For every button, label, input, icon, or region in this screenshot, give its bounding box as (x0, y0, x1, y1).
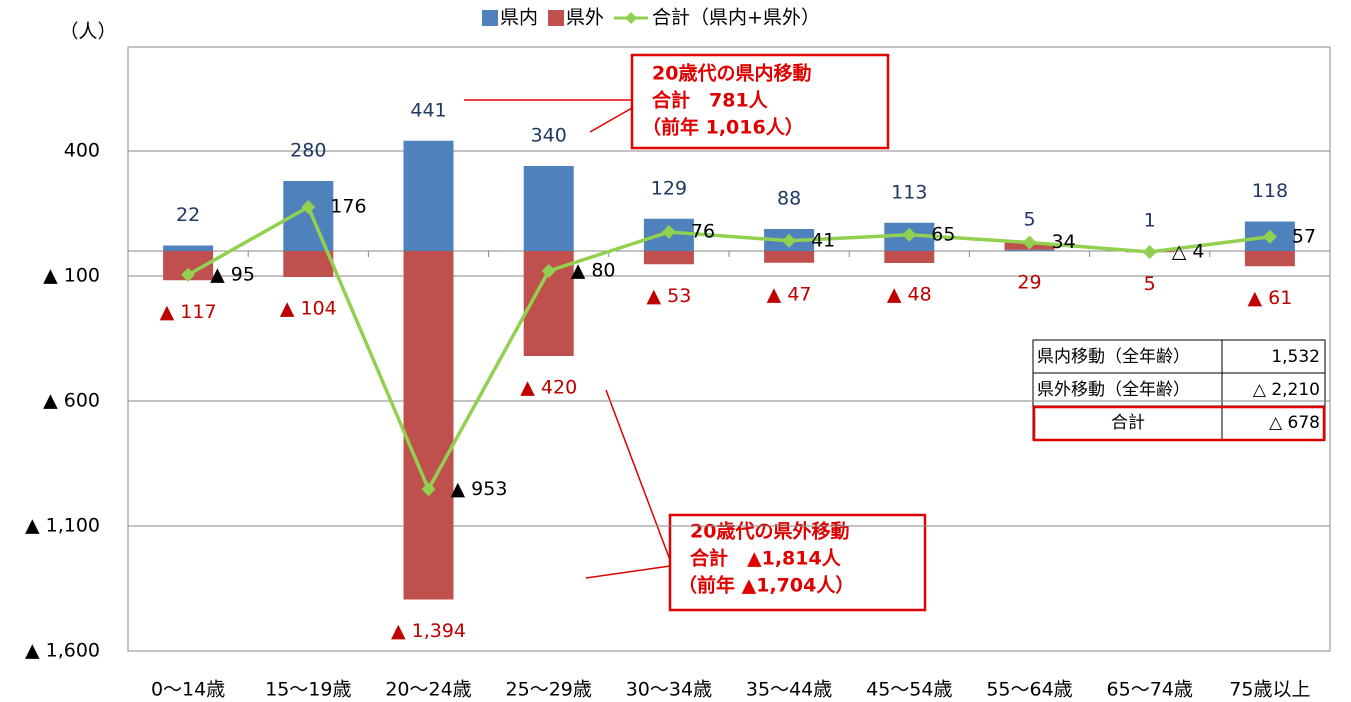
y-tick-label: ▲ 1,100 (25, 515, 100, 537)
bar (403, 251, 454, 600)
annotation: 合計 ▲1,814人 (690, 547, 842, 570)
bar (283, 251, 334, 277)
marker (1022, 235, 1037, 250)
legend-label: 県外 (566, 7, 604, 29)
bar (523, 166, 574, 251)
value-label: 5 (1144, 273, 1156, 295)
annotation: 20歳代の県内移動 (652, 62, 811, 85)
value-label: 118 (1252, 180, 1288, 202)
line (187, 204, 1271, 494)
marker (301, 200, 316, 214)
summary-table (1032, 339, 1326, 442)
value-label: 88 (777, 188, 801, 210)
x-tick-label: 15〜19歳 (265, 679, 351, 701)
legend-label: 県内 (500, 7, 538, 29)
table-cell: △ 678 (1269, 413, 1320, 433)
x-tick-label: 75歳以上 (1229, 679, 1310, 701)
value-label: ▲ 117 (160, 301, 217, 323)
value-label: ▲ 1,394 (391, 620, 466, 642)
value-label: 113 (891, 181, 927, 203)
y-tick-label: 400 (64, 140, 100, 162)
x-tick-label: 25〜29歳 (506, 679, 592, 701)
value-label: ▲ 48 (887, 284, 932, 306)
legend-swatch (625, 12, 638, 24)
annotation: （前年 ▲1,704人） (678, 574, 854, 597)
value-label: 280 (290, 140, 326, 162)
marker (541, 264, 556, 278)
table-cell: 1,532 (1271, 347, 1320, 367)
x-tick-label: 30〜34歳 (626, 679, 712, 701)
table-cell: 県内移動（全年齢） (1037, 347, 1190, 367)
value-label: 176 (330, 196, 366, 218)
value-label: 65 (931, 223, 955, 245)
marker (421, 482, 436, 497)
y-axis-label: （人） (59, 21, 116, 43)
y-tick-label: ▲ 600 (43, 390, 100, 412)
value-label: 441 (410, 99, 446, 121)
marker (1262, 229, 1277, 244)
bar (1244, 251, 1295, 267)
x-tick-label: 20〜24歳 (385, 679, 471, 701)
marker (181, 267, 196, 282)
table-cell: 合計 (1111, 413, 1145, 433)
legend-label: 合計（県内+県外） (652, 7, 820, 29)
legend-swatch (548, 10, 565, 26)
annotation: 合計 781人 (652, 89, 769, 112)
value-label: ▲ 61 (1247, 287, 1292, 309)
marker (902, 227, 917, 242)
annotation: （前年 1,016人） (642, 116, 804, 139)
bar (403, 140, 454, 251)
value-label: 5 (1023, 208, 1035, 230)
value-label: 76 (691, 221, 715, 243)
x-tick-label: 0〜14歳 (151, 679, 225, 701)
value-label: ▲ 420 (520, 377, 577, 399)
x-tick-label: 35〜44歳 (746, 679, 832, 701)
value-label: 57 (1292, 225, 1316, 247)
y-tick-label: ▲ 1,600 (25, 640, 100, 662)
value-label: △ 4 (1172, 241, 1205, 263)
value-label: 1 (1144, 209, 1156, 231)
value-label: ▲ 104 (280, 298, 337, 320)
bar (1004, 249, 1055, 251)
x-tick-label: 55〜64歳 (986, 679, 1072, 701)
value-label: ▲ 47 (767, 283, 812, 305)
value-label: ▲ 80 (571, 260, 616, 282)
bar (163, 245, 214, 251)
x-tick-label: 65〜74歳 (1107, 679, 1193, 701)
value-label: 340 (531, 125, 567, 147)
callouts (464, 53, 927, 612)
marker (661, 225, 676, 239)
value-label: 129 (651, 177, 687, 199)
marker (1142, 245, 1157, 259)
value-label: ▲ 95 (210, 263, 255, 285)
value-label: 41 (811, 229, 835, 251)
value-label: ▲ 53 (646, 285, 691, 307)
annotation: 20歳代の県外移動 (690, 520, 849, 543)
table-cell: △ 2,210 (1253, 380, 1320, 400)
y-tick-label: ▲ 100 (43, 265, 100, 287)
x-tick-label: 45〜54歳 (866, 679, 952, 701)
value-label: ▲ 953 (451, 478, 508, 500)
value-label: 34 (1052, 231, 1076, 253)
bar (764, 251, 815, 263)
marker (782, 233, 797, 248)
table-cell: 県外移動（全年齢） (1037, 380, 1190, 400)
bar (643, 251, 694, 265)
legend-swatch (482, 10, 498, 26)
value-label: 29 (1017, 272, 1041, 294)
bar (884, 251, 935, 263)
value-label: 22 (176, 204, 200, 226)
